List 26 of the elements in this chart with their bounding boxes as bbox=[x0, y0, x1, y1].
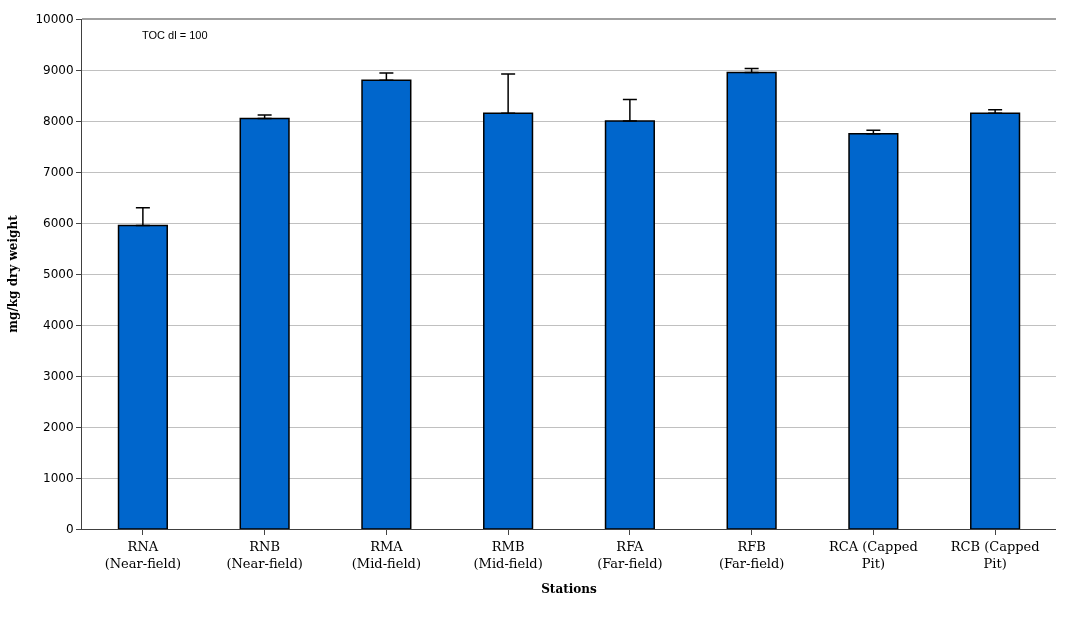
bar bbox=[970, 112, 1021, 529]
y-tick-label: 5000 bbox=[43, 267, 74, 282]
y-tick-label: 8000 bbox=[43, 114, 74, 129]
x-tick-label: RMA (Mid-field) bbox=[351, 538, 421, 571]
x-tick-label: RNA (Near-field) bbox=[104, 538, 182, 571]
x-tick-label: RFA (Far-field) bbox=[597, 538, 663, 571]
x-axis-title: Stations bbox=[541, 582, 598, 597]
x-tick-label: RNB (Near-field) bbox=[226, 538, 303, 571]
x-tick-label: RCA (Capped Pit) bbox=[829, 538, 918, 571]
y-tick-label: 9000 bbox=[43, 63, 74, 78]
bar bbox=[239, 117, 290, 529]
y-tick-label: 3000 bbox=[43, 369, 74, 384]
bar bbox=[726, 71, 777, 529]
x-tick-label: RFB (Far-field) bbox=[718, 538, 785, 571]
annotation: TOC dl = 100 bbox=[142, 29, 208, 41]
x-tick-label: RMB (Mid-field) bbox=[473, 538, 543, 571]
y-tick-label: 2000 bbox=[43, 420, 74, 435]
y-tick-label: 10000 bbox=[35, 12, 74, 27]
y-tick-label: 4000 bbox=[43, 318, 74, 333]
bar bbox=[848, 133, 899, 529]
y-tick-label: 0 bbox=[65, 522, 74, 537]
y-tick-label: 7000 bbox=[43, 165, 74, 180]
y-axis-title: mg/kg dry weight bbox=[5, 214, 20, 333]
x-tick-label: RCB (Capped Pit) bbox=[950, 538, 1040, 571]
y-tick-label: 1000 bbox=[43, 471, 74, 486]
y-tick-label: 6000 bbox=[43, 216, 74, 231]
